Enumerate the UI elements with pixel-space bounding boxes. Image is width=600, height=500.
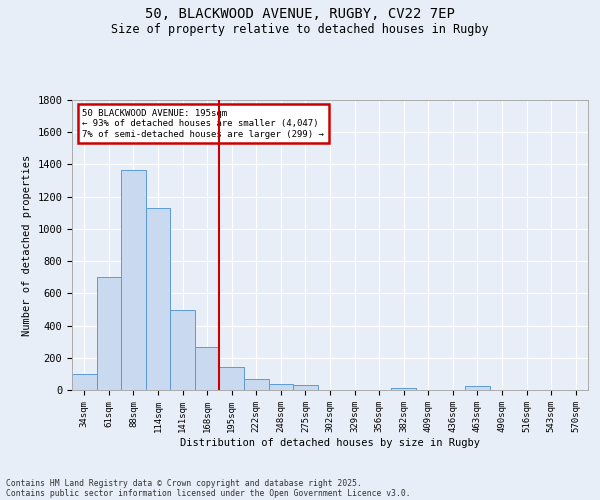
Y-axis label: Number of detached properties: Number of detached properties [22,154,32,336]
Bar [146,208,170,390]
Bar [465,386,490,390]
Text: 50, BLACKWOOD AVENUE, RUGBY, CV22 7EP: 50, BLACKWOOD AVENUE, RUGBY, CV22 7EP [145,8,455,22]
Bar [195,346,220,390]
Text: Contains public sector information licensed under the Open Government Licence v3: Contains public sector information licen… [6,488,410,498]
Bar [170,310,195,390]
Bar [72,374,97,390]
Text: Size of property relative to detached houses in Rugby: Size of property relative to detached ho… [111,22,489,36]
Bar [97,277,121,390]
Bar [244,379,269,390]
Bar [293,385,318,390]
Bar [269,384,293,390]
Text: 50 BLACKWOOD AVENUE: 195sqm
← 93% of detached houses are smaller (4,047)
7% of s: 50 BLACKWOOD AVENUE: 195sqm ← 93% of det… [82,108,324,138]
X-axis label: Distribution of detached houses by size in Rugby: Distribution of detached houses by size … [180,438,480,448]
Bar [121,170,146,390]
Text: Contains HM Land Registry data © Crown copyright and database right 2025.: Contains HM Land Registry data © Crown c… [6,478,362,488]
Bar [391,388,416,390]
Bar [220,368,244,390]
